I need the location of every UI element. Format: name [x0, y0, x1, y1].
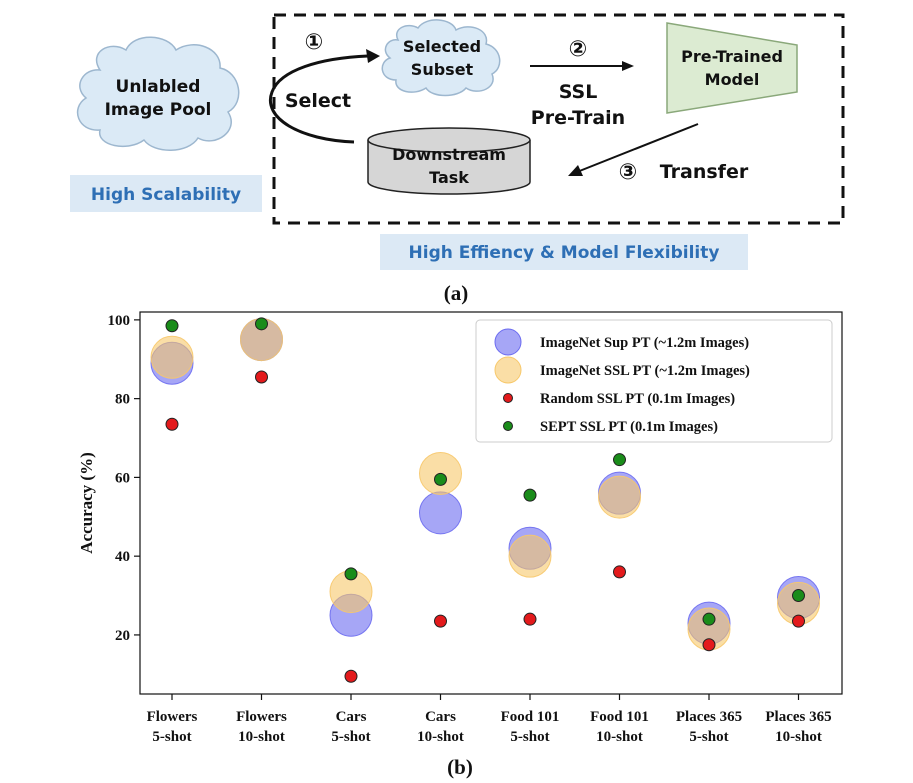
- efficiency-label: High Effiency & Model Flexibility: [409, 243, 720, 263]
- x-tick-label: 10-shot: [596, 729, 643, 745]
- y-tick-label: 40: [115, 549, 130, 565]
- data-points: [150, 317, 820, 683]
- x-tick-label: 5-shot: [331, 729, 370, 745]
- pipeline-diagram: Unlabled Image Pool High Scalability Sel…: [70, 13, 845, 305]
- task-label-line2: Task: [429, 168, 469, 187]
- subset-label-line2: Subset: [411, 60, 474, 79]
- x-tick-label: 5-shot: [510, 729, 549, 745]
- point-series-3: [523, 488, 537, 502]
- ssl-arrowhead: [622, 61, 634, 71]
- transfer-arrow: [576, 123, 699, 173]
- point-series-2: [523, 612, 537, 626]
- step2-marker: ②: [569, 37, 588, 62]
- x-tick-label: Flowers: [236, 709, 287, 725]
- x-tick-label: Food 101: [590, 709, 649, 725]
- step1-marker: ①: [305, 30, 324, 55]
- legend-marker: [503, 421, 513, 431]
- dashed-frame: [272, 13, 845, 225]
- point-series-1: [598, 475, 641, 519]
- accuracy-chart: 20 40 60 80 100 Flowers 5-shot Flowers 10-shot C…: [77, 311, 843, 779]
- ssl-label-line2: Pre-Train: [531, 107, 625, 129]
- model-label-line2: Model: [705, 70, 760, 89]
- select-arrowhead: [366, 49, 380, 63]
- step3-marker: ③: [619, 160, 638, 185]
- legend: ImageNet Sup PT (~1.2m Images) ImageNet S…: [475, 319, 833, 443]
- point-series-1: [508, 534, 552, 578]
- x-tick-label: 5-shot: [689, 729, 728, 745]
- legend-marker: [503, 393, 513, 403]
- model-label-line1: Pre-Trained: [681, 47, 783, 66]
- point-series-3: [613, 453, 626, 467]
- point-series-3: [434, 472, 447, 486]
- legend-label: ImageNet SSL PT (~1.2m Images): [540, 363, 750, 379]
- point-series-2: [792, 614, 805, 628]
- scalability-label: High Scalability: [91, 185, 241, 205]
- point-series-2: [702, 638, 716, 652]
- y-tick-label: 100: [108, 313, 131, 329]
- x-tick-label: Places 365: [765, 709, 831, 725]
- point-series-2: [344, 669, 358, 683]
- legend-marker: [494, 356, 522, 384]
- pool-label-line2: Image Pool: [105, 100, 212, 120]
- x-tick-label: Flowers: [147, 709, 198, 725]
- ssl-label-line1: SSL: [559, 81, 598, 103]
- y-axis: 20 40 60 80 100: [108, 313, 140, 644]
- point-series-1: [150, 335, 194, 379]
- legend-label: Random SSL PT (0.1m Images): [540, 391, 735, 407]
- legend-label: SEPT SSL PT (0.1m Images): [540, 419, 718, 435]
- point-series-0: [419, 491, 462, 535]
- point-series-2: [613, 565, 626, 579]
- pool-label-line1: Unlabled: [116, 77, 201, 97]
- point-series-3: [792, 589, 805, 603]
- legend-marker: [494, 328, 522, 356]
- y-tick-label: 20: [115, 628, 130, 644]
- transfer-label: Transfer: [660, 161, 749, 183]
- x-tick-label: 10-shot: [238, 729, 285, 745]
- downstream-task-cylinder: Downstream Task: [367, 127, 531, 195]
- task-label-line1: Downstream: [392, 145, 506, 164]
- efficiency-label-bg: [380, 234, 748, 270]
- point-series-2: [434, 614, 447, 628]
- x-tick-label: Places 365: [676, 709, 742, 725]
- select-arrow: [268, 54, 369, 144]
- x-tick-label: Cars: [425, 709, 456, 725]
- y-tick-label: 80: [115, 392, 130, 408]
- x-tick-label: 10-shot: [775, 729, 822, 745]
- point-series-2: [255, 370, 268, 384]
- image-pool-cloud: Unlabled Image Pool: [76, 36, 240, 151]
- select-label: Select: [285, 90, 351, 112]
- transfer-arrowhead: [568, 165, 583, 176]
- x-tick-label: 10-shot: [417, 729, 464, 745]
- legend-box: [475, 319, 833, 443]
- x-tick-label: Cars: [336, 709, 367, 725]
- point-series-3: [702, 612, 716, 626]
- scalability-label-bg: [70, 175, 262, 212]
- pretrained-model-shape: [666, 22, 798, 114]
- caption-b: (b): [447, 755, 473, 779]
- y-tick-label: 60: [115, 470, 130, 486]
- selected-subset-cloud: Selected Subset: [381, 19, 501, 97]
- legend-label: ImageNet Sup PT (~1.2m Images): [540, 335, 749, 351]
- y-axis-label: Accuracy (%): [77, 452, 96, 554]
- point-series-3: [255, 317, 268, 331]
- x-tick-label: 5-shot: [152, 729, 191, 745]
- caption-a: (a): [444, 281, 469, 305]
- x-axis: Flowers 5-shot Flowers 10-shot Cars 5-shot Car…: [147, 694, 832, 745]
- point-series-3: [344, 567, 358, 581]
- point-series-2: [165, 417, 179, 431]
- point-series-3: [165, 319, 179, 333]
- x-tick-label: Food 101: [501, 709, 560, 725]
- subset-label-line1: Selected: [403, 37, 481, 56]
